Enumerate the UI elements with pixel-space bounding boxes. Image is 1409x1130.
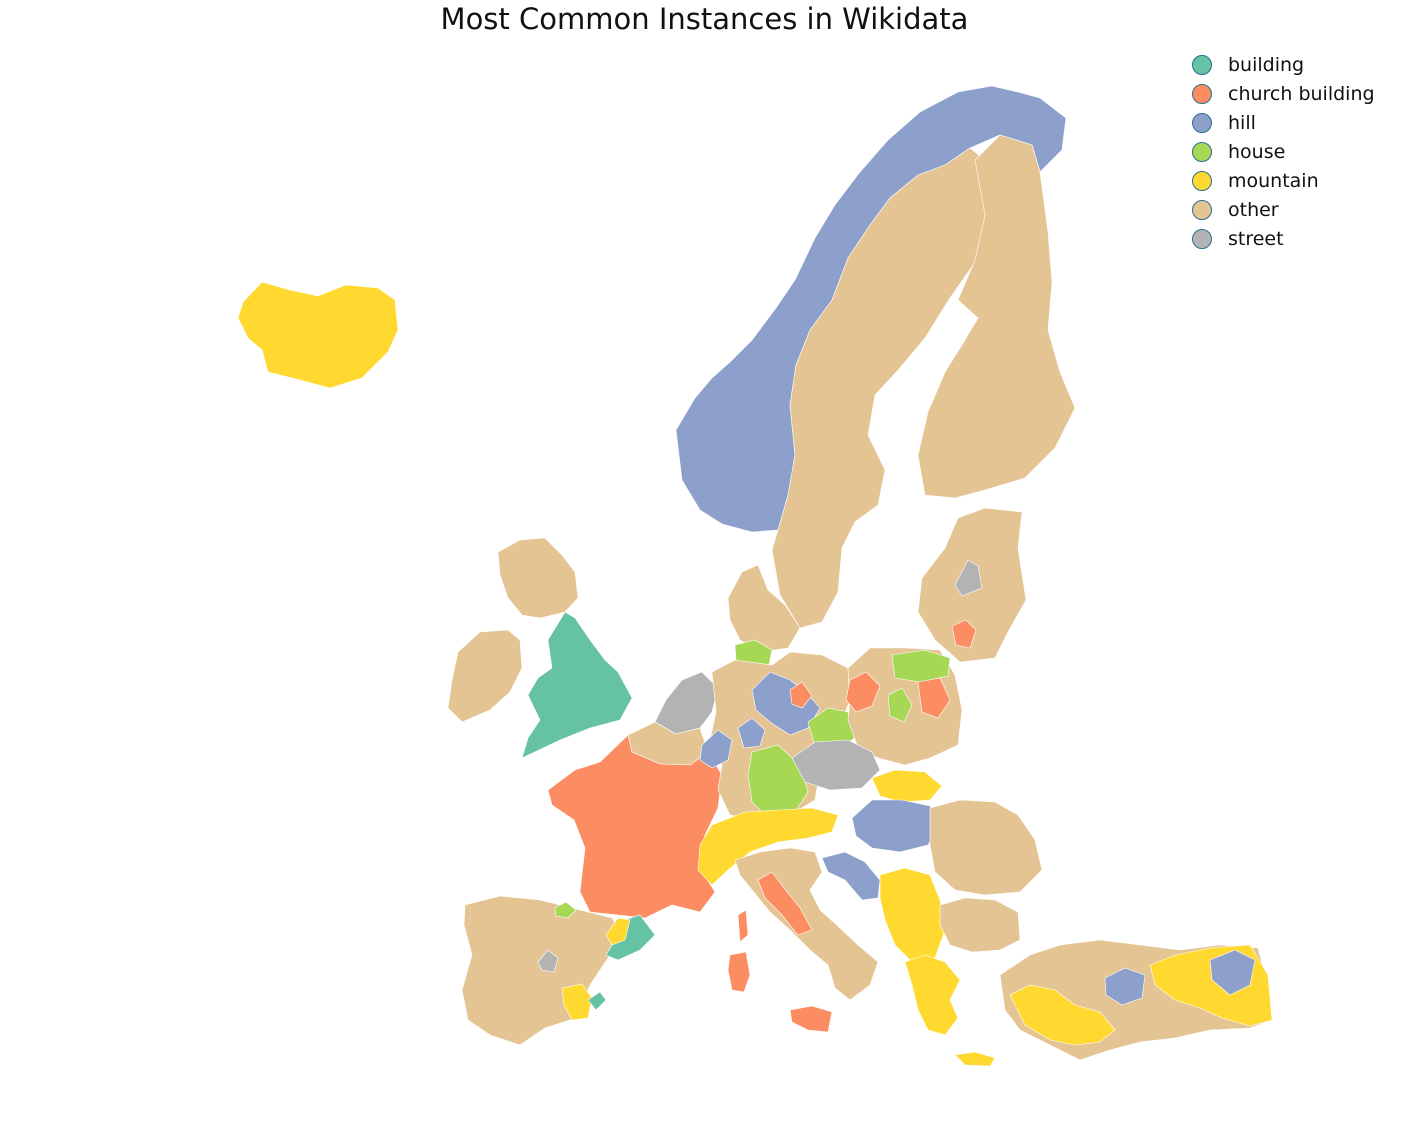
- region-crete: [954, 1051, 996, 1067]
- legend: building church building hill house moun…: [1192, 50, 1375, 253]
- region-spain-street-spot: [537, 949, 559, 973]
- region-sicily: [789, 1005, 833, 1033]
- region-iceland: [237, 281, 399, 389]
- legend-label: house: [1228, 140, 1286, 163]
- region-poland-house-center: [887, 687, 913, 723]
- region-finland: [917, 134, 1076, 499]
- region-balkans: [879, 867, 946, 963]
- region-france: [547, 734, 723, 919]
- legend-item: other: [1192, 195, 1375, 224]
- region-pyrenees: [605, 917, 631, 946]
- legend-item: mountain: [1192, 166, 1375, 195]
- legend-item: street: [1192, 224, 1375, 253]
- legend-swatch: [1192, 83, 1212, 104]
- legend-label: mountain: [1228, 169, 1319, 192]
- region-basque-spot: [554, 901, 577, 919]
- legend-swatch: [1192, 112, 1212, 133]
- region-turkey-mountain-west: [1009, 984, 1116, 1046]
- legend-label: street: [1228, 227, 1284, 250]
- region-netherlands: [654, 671, 719, 735]
- legend-label: building: [1228, 53, 1305, 76]
- legend-label: hill: [1228, 111, 1256, 134]
- legend-swatch: [1192, 228, 1212, 249]
- region-germany-west-hill: [699, 729, 733, 769]
- region-baltics-church-spot: [951, 619, 977, 649]
- region-denmark: [727, 564, 801, 653]
- region-germany-hesse-hill: [737, 717, 766, 749]
- legend-label: other: [1228, 198, 1279, 221]
- region-poland-church: [845, 671, 881, 713]
- region-greece: [904, 954, 961, 1036]
- region-poland-house-north: [891, 649, 951, 683]
- region-england-wales: [521, 611, 633, 759]
- region-italy-north-church: [757, 871, 813, 936]
- legend-item: building: [1192, 50, 1375, 79]
- region-baltics-street-spot: [954, 559, 983, 597]
- region-croatia-coast: [821, 851, 881, 901]
- legend-item: church building: [1192, 79, 1375, 108]
- legend-swatch: [1192, 54, 1212, 75]
- region-bulgaria: [939, 897, 1021, 953]
- region-hungary: [851, 799, 943, 853]
- legend-swatch: [1192, 199, 1212, 220]
- region-turkey-hill-east: [1209, 949, 1256, 996]
- legend-swatch: [1192, 141, 1212, 162]
- region-poland-church-east: [917, 677, 951, 719]
- region-romania: [929, 799, 1043, 896]
- region-valencia-building: [587, 991, 607, 1011]
- region-scotland: [497, 537, 579, 619]
- region-turkey-hill-central: [1104, 967, 1146, 1006]
- legend-item: house: [1192, 137, 1375, 166]
- region-alps: [697, 807, 839, 886]
- region-germany-central-church: [789, 681, 813, 709]
- legend-swatch: [1192, 170, 1212, 191]
- region-sweden: [771, 147, 1001, 629]
- region-ireland: [447, 629, 523, 723]
- region-slovakia: [871, 769, 943, 803]
- region-valencia-mountain: [561, 983, 593, 1021]
- legend-item: hill: [1192, 108, 1375, 137]
- region-corsica-sardinia: [727, 909, 751, 993]
- legend-label: church building: [1228, 82, 1375, 105]
- region-czechia: [791, 739, 881, 791]
- map-title: Most Common Instances in Wikidata: [440, 2, 969, 36]
